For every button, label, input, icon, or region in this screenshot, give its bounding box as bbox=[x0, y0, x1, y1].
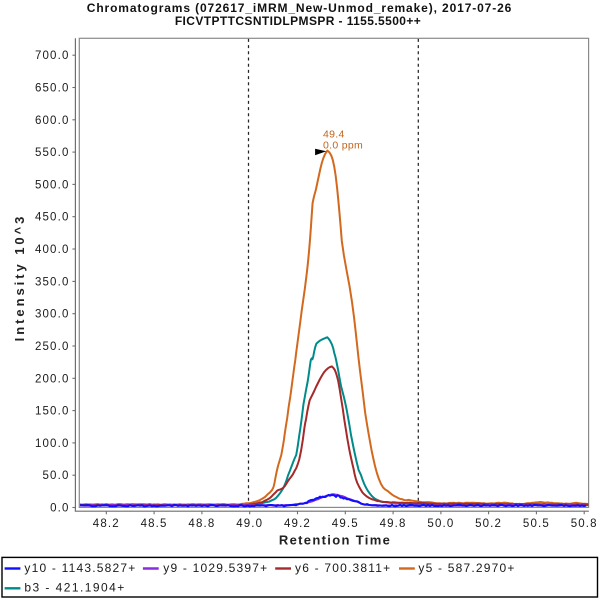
svg-text:450.0: 450.0 bbox=[35, 212, 70, 224]
svg-text:b3 - 421.1904+: b3 - 421.1904+ bbox=[24, 581, 125, 595]
svg-text:48.8: 48.8 bbox=[188, 518, 215, 530]
svg-text:0.0: 0.0 bbox=[50, 503, 69, 515]
svg-text:Retention Time: Retention Time bbox=[279, 533, 391, 548]
svg-text:48.2: 48.2 bbox=[93, 518, 120, 530]
svg-text:y5 - 587.2970+: y5 - 587.2970+ bbox=[418, 561, 515, 575]
svg-text:200.0: 200.0 bbox=[35, 373, 70, 385]
svg-text:100.0: 100.0 bbox=[35, 438, 70, 450]
svg-text:y6 - 700.3811+: y6 - 700.3811+ bbox=[295, 561, 391, 575]
svg-text:550.0: 550.0 bbox=[35, 147, 70, 159]
svg-text:48.5: 48.5 bbox=[141, 518, 168, 530]
svg-text:50.0: 50.0 bbox=[427, 518, 454, 530]
svg-text:49.4: 49.4 bbox=[323, 128, 345, 140]
svg-text:500.0: 500.0 bbox=[35, 179, 70, 191]
svg-text:0.0 ppm: 0.0 ppm bbox=[323, 140, 363, 152]
svg-text:300.0: 300.0 bbox=[35, 309, 70, 321]
svg-text:49.8: 49.8 bbox=[380, 518, 407, 530]
svg-text:50.2: 50.2 bbox=[475, 518, 502, 530]
svg-text:650.0: 650.0 bbox=[35, 83, 70, 95]
svg-text:50.8: 50.8 bbox=[571, 518, 598, 530]
svg-text:600.0: 600.0 bbox=[35, 115, 70, 127]
svg-text:49.5: 49.5 bbox=[332, 518, 359, 530]
svg-text:400.0: 400.0 bbox=[35, 244, 70, 256]
svg-text:150.0: 150.0 bbox=[35, 406, 70, 418]
svg-text:50.5: 50.5 bbox=[523, 518, 550, 530]
svg-text:Intensity 10^3: Intensity 10^3 bbox=[12, 214, 27, 342]
svg-text:50.0: 50.0 bbox=[43, 470, 70, 482]
svg-text:700.0: 700.0 bbox=[35, 50, 70, 62]
svg-text:250.0: 250.0 bbox=[35, 341, 70, 353]
svg-text:y9 - 1029.5397+: y9 - 1029.5397+ bbox=[163, 561, 268, 575]
svg-text:FICVTPTTCSNTIDLPMSPR - 1155.55: FICVTPTTCSNTIDLPMSPR - 1155.5500++ bbox=[175, 14, 421, 28]
svg-text:y10 - 1143.5827+: y10 - 1143.5827+ bbox=[24, 561, 136, 575]
svg-text:49.0: 49.0 bbox=[236, 518, 263, 530]
svg-text:Chromatograms (072617_iMRM_New: Chromatograms (072617_iMRM_New-Unmod_rem… bbox=[87, 1, 512, 15]
svg-text:49.2: 49.2 bbox=[284, 518, 311, 530]
svg-text:350.0: 350.0 bbox=[35, 276, 70, 288]
